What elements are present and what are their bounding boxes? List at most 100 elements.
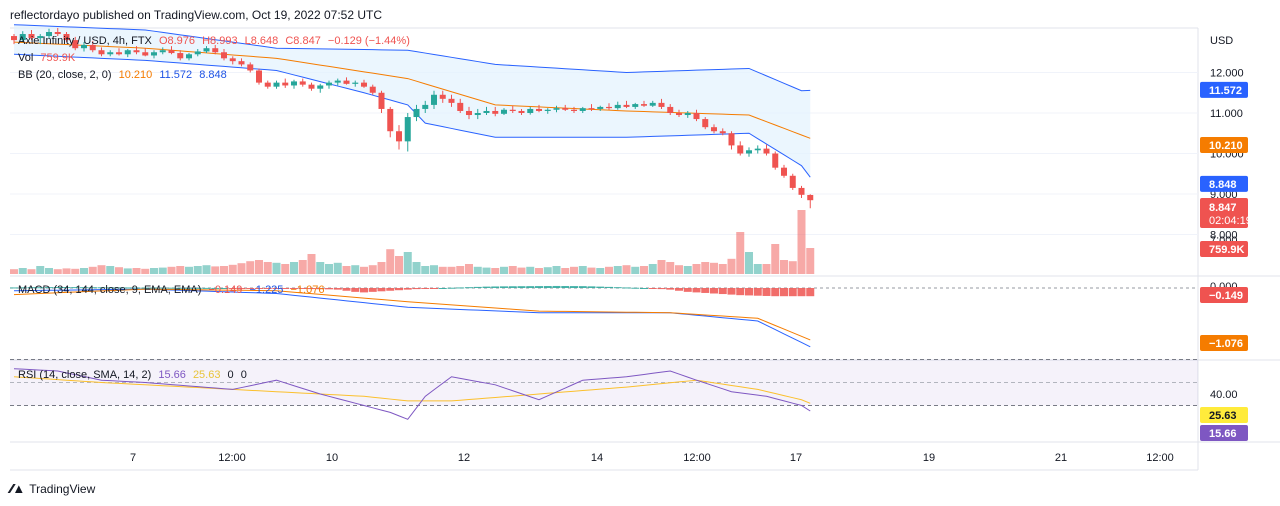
- candle-body: [807, 194, 814, 201]
- volume-bar: [517, 267, 526, 274]
- candle-body: [212, 48, 219, 53]
- volume-bar: [473, 266, 482, 274]
- volume-bar: [710, 262, 718, 274]
- publisher-line: reflectordayo published on TradingView.c…: [10, 8, 382, 22]
- macd-hist-bar: [797, 288, 806, 297]
- candle-body: [81, 44, 87, 49]
- volume-bar: [718, 264, 727, 274]
- macd-hist-bar: [438, 288, 447, 289]
- volume-bar: [561, 268, 570, 274]
- candle-body: [509, 109, 516, 111]
- volume-bar: [596, 268, 605, 274]
- candle-body: [632, 104, 639, 107]
- macd-label[interactable]: MACD (34, 144, close, 9, EMA, EMA): [18, 284, 202, 296]
- volume-bar: [27, 269, 36, 274]
- macd-hist-bar: [202, 287, 211, 289]
- bb-lower-value: 8.848: [199, 69, 227, 81]
- candle-body: [133, 50, 140, 53]
- macd-hist-bar: [228, 288, 237, 289]
- macd-hist-bar: [552, 285, 561, 288]
- macd-hist-bar: [788, 288, 797, 297]
- volume-bar: [806, 248, 815, 274]
- candle-body: [37, 36, 44, 39]
- volume-bar: [211, 266, 220, 274]
- volume-bar: [316, 262, 325, 274]
- candle-body: [404, 117, 411, 142]
- volume-bar: [508, 266, 517, 274]
- rsi-ma-badge: 25.63: [1209, 410, 1237, 422]
- macd-hist-bar: [666, 288, 675, 290]
- volume-bar: [263, 262, 272, 274]
- candle-body: [597, 106, 604, 109]
- volume-bar: [780, 260, 788, 274]
- volume-bar: [281, 264, 290, 274]
- candle-body: [89, 44, 96, 51]
- volume-label[interactable]: Vol: [18, 52, 34, 64]
- volume-bar: [36, 266, 45, 274]
- candle-body: [439, 94, 446, 99]
- macd-hist-bar: [80, 287, 88, 289]
- volume-bar: [543, 267, 552, 274]
- volume-value: 759.9K: [40, 52, 76, 64]
- price-tick-label: 8.000: [1210, 230, 1238, 242]
- candle-body: [46, 32, 52, 37]
- time-tick-label: 14: [591, 452, 603, 464]
- candle-body: [168, 50, 175, 54]
- candle-body: [649, 102, 656, 106]
- volume-bar: [185, 266, 193, 274]
- macd-hist-bar: [53, 287, 62, 289]
- volume-bar: [342, 266, 351, 274]
- macd-signal-badge-bg: [1200, 335, 1248, 351]
- macd-hist-bar: [18, 287, 27, 289]
- candle-body: [151, 52, 157, 56]
- candle-body: [203, 48, 210, 52]
- volume-bar: [491, 268, 500, 274]
- candle-body: [781, 167, 787, 176]
- macd-signal-value: −1.076: [290, 284, 325, 296]
- macd-hist-bar: [255, 288, 263, 289]
- candle-body: [527, 108, 534, 113]
- volume-bar: [465, 264, 473, 274]
- volume-bar: [438, 266, 447, 274]
- macd-hist-bar: [692, 288, 701, 293]
- volume-bar: [71, 268, 80, 274]
- symbol-name[interactable]: Axie Infinity / USD, 4h, FTX: [18, 35, 152, 47]
- time-tick-label: 12: [458, 452, 470, 464]
- candle-body: [702, 119, 709, 128]
- macd-hist-bar: [613, 287, 622, 289]
- macd-hist-bar: [543, 286, 552, 288]
- candle-body: [413, 108, 420, 118]
- volume-bar: [158, 267, 167, 274]
- volume-bar: [605, 266, 613, 274]
- candle-body: [282, 82, 289, 86]
- footer-brand[interactable]: ⁄⁄▲ TradingView: [10, 481, 95, 496]
- candle-body: [754, 148, 761, 151]
- volume-bar: [298, 260, 307, 274]
- rsi-ma-value: 25.63: [192, 369, 221, 381]
- candle-body: [693, 113, 700, 120]
- rsi-label[interactable]: RSI (14, close, SMA, 14, 2): [18, 369, 152, 381]
- volume-bar: [290, 262, 298, 274]
- candle-body: [737, 145, 744, 154]
- tradingview-logo-icon: ⁄⁄▲: [10, 481, 25, 496]
- volume-bar: [228, 264, 237, 274]
- candle-body: [579, 108, 586, 111]
- volume-bar: [237, 263, 246, 274]
- bb-label[interactable]: BB (20, close, 2, 0): [18, 69, 112, 81]
- macd-hist-bar: [377, 288, 386, 292]
- volume-bar: [412, 262, 421, 274]
- volume-bar: [613, 266, 622, 274]
- candle-body: [221, 52, 227, 59]
- volume-bar: [403, 252, 412, 274]
- candle-body: [378, 92, 385, 109]
- macd-hist-bar: [465, 287, 473, 289]
- macd-legend: MACD (34, 144, close, 9, EMA, EMA) −0.14…: [18, 284, 328, 296]
- candle-body: [728, 133, 735, 146]
- volume-bar: [45, 268, 53, 274]
- candle-body: [789, 175, 796, 188]
- candle-body: [63, 34, 70, 41]
- candle-body: [746, 150, 752, 154]
- bb-basis-value: 10.210: [118, 69, 153, 81]
- candle-body: [273, 82, 280, 87]
